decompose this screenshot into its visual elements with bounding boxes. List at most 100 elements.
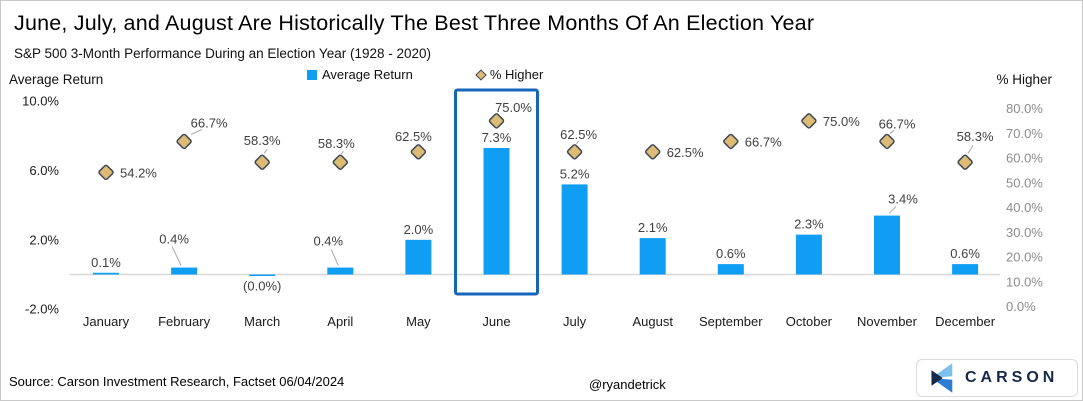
bar-october [795,234,822,275]
x-axis-label-may: May [406,314,431,329]
legend-item-pct-higher: % Higher [475,67,544,82]
bar-label-march: (0.0%) [243,279,281,294]
diamond-april [332,154,348,170]
bar-label-october: 2.3% [794,217,824,232]
carson-logo-card: CARSON [916,359,1078,397]
right-axis-tick: 60.0% [1006,151,1043,166]
diamond-label-august: 62.5% [667,145,704,160]
bar-label-november: 3.4% [888,192,918,207]
left-axis-title: Average Return [9,72,104,87]
x-axis-label-november: November [857,314,918,329]
diamond-label-leader-july [576,140,580,145]
right-axis-tick: 0.0% [1006,299,1036,314]
legend-bar-swatch-icon [307,69,317,80]
diamond-label-leader-february [190,128,203,135]
bar-label-june: 7.3% [482,130,512,145]
diamond-february [176,133,192,150]
diamond-label-leader-november [889,130,895,134]
bar-may [405,239,432,275]
bar-april [327,267,354,275]
legend-label-pct-higher: % Higher [489,67,544,82]
diamond-label-january: 54.2% [120,165,157,180]
bar-june [483,147,510,275]
chart-title: June, July, and August Are Historically … [14,11,815,35]
bar-label-april: 0.4% [313,234,343,249]
chart-plot: 10.0% 6.0% 2.0% -2.0% 80.0% 70.0% 60.0% 50.0% 40… [22,88,1043,329]
x-axis-label-april: April [327,314,353,329]
diamond-label-leader-december [967,144,974,154]
bar-january [93,272,119,275]
right-axis-tick: 30.0% [1006,225,1043,240]
left-axis-tick: -2.0% [25,302,59,317]
diamond-september [723,133,739,150]
right-axis-tick: 70.0% [1006,126,1043,141]
x-axis-label-july: July [563,314,587,329]
x-axis-label-january: January [83,314,130,329]
diamond-label-june: 75.0% [495,100,532,115]
diamond-label-leader-april [340,150,344,155]
right-axis-title: % Higher [996,72,1052,87]
right-axis-tick: 20.0% [1006,250,1043,265]
x-axis-label-june: June [482,314,510,329]
diamond-august [645,144,661,160]
diamond-label-november: 66.7% [879,116,916,131]
bar-december [952,264,979,275]
bar-label-july: 5.2% [560,166,590,181]
bar-label-leader-november [888,206,897,214]
bar-february [171,267,198,275]
diamond-october [801,113,817,129]
diamond-november [879,133,895,150]
legend-label-average-return: Average Return [322,67,413,82]
left-axis-tick: 2.0% [29,232,59,247]
right-axis-tick: 10.0% [1006,274,1043,289]
right-axis-tick: 50.0% [1006,175,1043,190]
source-text: Source: Carson Investment Research, Fact… [9,374,345,389]
bar-label-february: 0.4% [159,232,189,247]
diamond-label-july: 62.5% [560,127,597,142]
x-axis-label-march: March [244,314,280,329]
left-axis-tick: 10.0% [22,94,59,109]
right-axis-tick: 80.0% [1006,101,1043,116]
diamond-label-may: 62.5% [395,129,432,144]
carson-logo-mark-icon [931,363,953,393]
june-highlight-box [454,88,539,296]
diamond-june [488,113,505,129]
bar-label-may: 2.0% [404,222,434,237]
bar-label-august: 2.1% [638,220,668,235]
legend: Average Return % Higher [307,67,543,82]
diamond-label-september: 66.7% [745,134,782,149]
diamond-label-february: 66.7% [191,115,228,130]
twitter-handle: @ryandetrick [589,377,666,392]
diamond-label-leader-march [263,148,268,154]
carson-wordmark: CARSON [965,369,1059,386]
bar-july [561,184,588,275]
diamond-march [254,154,270,170]
bar-august [639,238,666,275]
bar-september [717,264,744,275]
bar-november [874,215,900,275]
left-axis-tick: 6.0% [29,163,59,178]
diamond-label-december: 58.3% [957,129,994,144]
bar-label-september: 0.6% [716,246,746,261]
bar-label-january: 0.1% [91,255,121,270]
x-axis-label-february: February [158,314,211,329]
diamond-december [957,154,973,170]
diamond-january [98,164,114,181]
diamond-may [410,144,427,160]
x-axis-label-august: August [632,314,673,329]
bar-label-leader-april [330,249,339,266]
x-axis-label-september: September [699,314,763,329]
diamond-july [566,144,583,160]
bar-label-december: 0.6% [950,246,980,261]
diamond-label-april: 58.3% [318,136,355,151]
x-axis-label-october: October [786,314,833,329]
diamond-label-october: 75.0% [823,114,860,129]
diamond-label-march: 58.3% [244,133,281,148]
x-axis-label-december: December [935,314,996,329]
bar-label-leader-february [171,246,182,266]
bar-march [249,274,276,276]
legend-item-average-return: Average Return [307,67,413,82]
right-axis-tick: 40.0% [1006,200,1043,215]
chart-subtitle: S&P 500 3-Month Performance During an El… [14,46,432,61]
